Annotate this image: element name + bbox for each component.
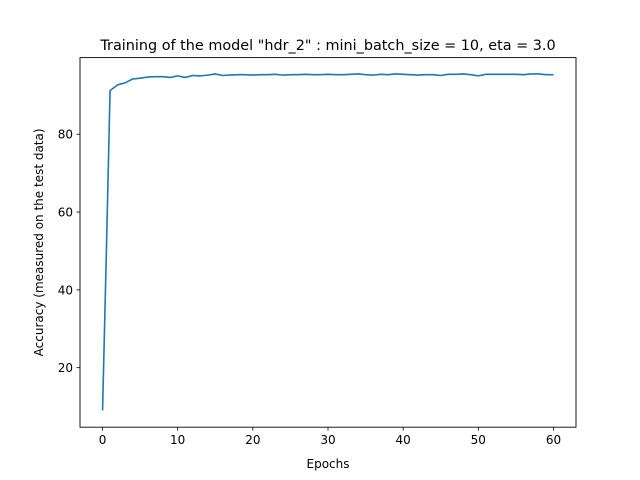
y-tick-label: 60 (58, 206, 73, 220)
chart-title: Training of the model "hdr_2" : mini_bat… (99, 38, 555, 54)
plot-area (101, 73, 554, 411)
y-axis-label: Accuracy (measured on the test data) (32, 128, 46, 356)
x-tick-label: 60 (546, 433, 561, 447)
y-axis: 20 40 60 80 (58, 128, 80, 375)
series-line-0 (101, 73, 554, 411)
y-tick-label: 80 (58, 128, 73, 142)
x-tick-label: 20 (245, 433, 260, 447)
y-tick-label: 20 (58, 361, 73, 375)
x-tick-label: 30 (320, 433, 335, 447)
x-tick-label: 50 (471, 433, 486, 447)
x-tick-label: 10 (170, 433, 185, 447)
x-axis: 0 10 20 30 40 50 60 (99, 427, 561, 447)
x-axis-label: Epochs (307, 457, 350, 471)
x-tick-label: 40 (396, 433, 411, 447)
y-tick-label: 40 (58, 283, 73, 297)
x-tick-label: 0 (99, 433, 107, 447)
